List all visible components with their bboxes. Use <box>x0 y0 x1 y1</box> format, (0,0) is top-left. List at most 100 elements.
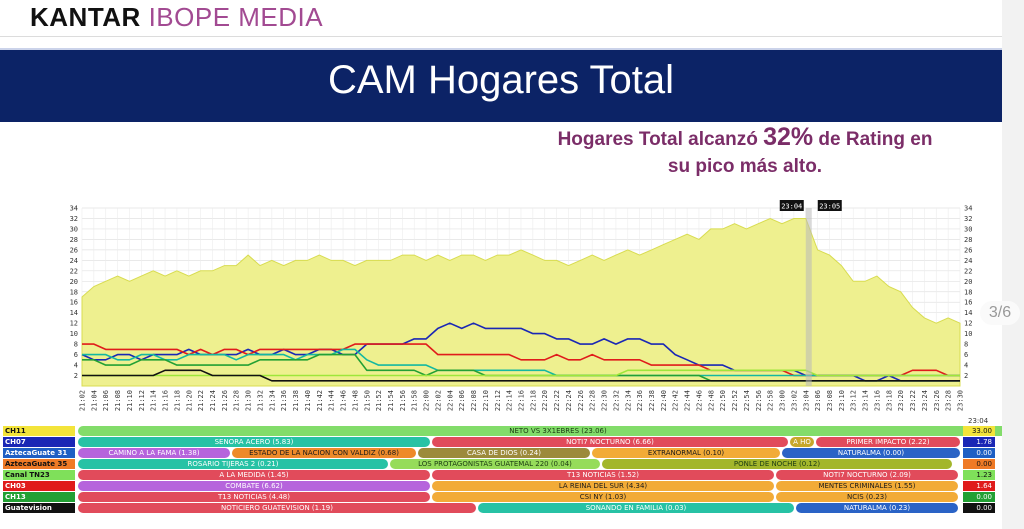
channel-row: AztecaGuate 35 ROSARIO TIJERAS 2 (0.21) LO… <box>0 458 1000 469</box>
program-segment[interactable]: NCIS (0.23) <box>776 492 958 502</box>
program-segment[interactable]: NOTI7 NOCTURNO (2.09) <box>776 470 958 480</box>
channel-row: Canal TN23 A LA MEDIDA (1.45) T13 NOTICIAS… <box>0 469 1000 480</box>
y-tick-left: 14 <box>70 309 78 317</box>
program-segment[interactable]: CSI NY (1.03) <box>432 492 774 502</box>
program-segment[interactable]: NATURALMA (0.00) <box>782 448 960 458</box>
y-tick-left: 6 <box>74 351 78 359</box>
y-tick-left: 34 <box>70 205 78 213</box>
x-tick-label: 21:34 <box>268 390 276 411</box>
x-tick-label: 21:12 <box>138 390 146 411</box>
channel-value: 0.00 <box>963 459 995 469</box>
x-tick-label: 22:16 <box>518 390 526 411</box>
channel-row: CH13 T13 NOTICIAS (4.48) CSI NY (1.03) NCIS… <box>0 491 1000 502</box>
x-tick-label: 22:20 <box>541 390 549 411</box>
x-tick-label: 23:26 <box>933 390 941 411</box>
x-tick-label: 22:24 <box>565 390 573 411</box>
x-tick-label: 23:20 <box>897 390 905 411</box>
program-segment[interactable]: A HO <box>790 437 814 447</box>
program-segment[interactable]: CASA DE DIOS (0.24) <box>418 448 590 458</box>
y-tick-right: 28 <box>964 236 972 244</box>
program-segment[interactable]: LOS PROTAGONISTAS GUATEMAL 220 (0.04) <box>390 459 600 469</box>
x-tick-label: 21:24 <box>209 390 217 411</box>
program-segment[interactable]: COMBATE (6.62) <box>78 481 430 491</box>
channel-value: 1.78 <box>963 437 995 447</box>
program-segment[interactable]: ROSARIO TIJERAS 2 (0.21) <box>78 459 388 469</box>
x-tick-label: 22:36 <box>636 390 644 411</box>
y-tick-left: 28 <box>70 236 78 244</box>
x-tick-label: 22:34 <box>624 390 632 411</box>
program-segment[interactable]: T13 NOTICIAS (4.48) <box>78 492 430 502</box>
y-tick-right: 12 <box>964 320 972 328</box>
y-tick-right: 34 <box>964 205 972 213</box>
area-series <box>81 217 961 387</box>
x-tick-label: 21:32 <box>256 390 264 411</box>
y-tick-right: 18 <box>964 288 972 296</box>
side-panel <box>1002 0 1024 529</box>
program-segment[interactable]: T13 NOTICIAS (1.52) <box>432 470 774 480</box>
x-tick-label: 22:44 <box>684 390 692 411</box>
x-tick-label: 22:56 <box>755 390 763 411</box>
x-tick-label: 21:46 <box>340 390 348 411</box>
program-segment[interactable]: PRIMER IMPACTO (2.22) <box>816 437 960 447</box>
y-tick-left: 12 <box>70 320 78 328</box>
x-tick-label: 21:18 <box>173 390 181 411</box>
y-tick-right: 32 <box>964 215 972 223</box>
x-tick-label: 22:40 <box>660 390 668 411</box>
y-tick-right: 22 <box>964 267 972 275</box>
y-tick-right: 24 <box>964 257 972 265</box>
x-tick-label: 21:42 <box>316 390 324 411</box>
headline: Hogares Total alcanzó 32% de Rating en s… <box>505 124 985 180</box>
x-tick-label: 23:16 <box>873 390 881 411</box>
channel-row: CH07 SENORA ACERO (5.83) NOTI7 NOCTURNO (6… <box>0 436 1000 447</box>
x-tick-label: 22:00 <box>423 390 431 411</box>
x-tick-label: 22:12 <box>494 390 502 411</box>
x-tick-label: 22:04 <box>446 390 454 411</box>
x-tick-label: 21:28 <box>233 390 241 411</box>
program-segment[interactable]: NOTI7 NOCTURNO (6.66) <box>432 437 788 447</box>
x-tick-label: 23:22 <box>909 390 917 411</box>
program-segment[interactable]: MENTES CRIMINALES (1.55) <box>776 481 958 491</box>
channel-label: CH11 <box>3 426 75 436</box>
x-tick-label: 22:28 <box>589 390 597 411</box>
x-tick-label: 21:16 <box>162 390 170 411</box>
program-segment[interactable]: A LA MEDIDA (1.45) <box>78 470 430 480</box>
program-segment[interactable]: NATURALMA (0.23) <box>796 503 958 513</box>
highlight-band <box>805 208 812 386</box>
program-segment[interactable]: LA REINA DEL SUR (4.34) <box>432 481 774 491</box>
program-segment[interactable]: SENORA ACERO (5.83) <box>78 437 430 447</box>
marker-box <box>779 200 804 211</box>
headline-line2: su pico más alto. <box>667 156 823 177</box>
program-segment[interactable]: EXTRANORMAL (0.10) <box>592 448 780 458</box>
x-tick-label: 21:56 <box>399 390 407 411</box>
x-tick-label: 21:36 <box>280 390 288 411</box>
x-tick-label: 22:02 <box>434 390 442 411</box>
y-tick-right: 2 <box>964 372 968 380</box>
program-segment[interactable]: PONLE DE NOCHE (0.12) <box>602 459 952 469</box>
page-indicator[interactable]: 3/6 <box>980 301 1020 325</box>
y-tick-left: 18 <box>70 288 78 296</box>
channel-row: CH03 COMBATE (6.62) LA REINA DEL SUR (4.34… <box>0 480 1000 491</box>
x-tick-label: 22:32 <box>612 390 620 411</box>
program-segment[interactable]: NOTICIERO GUATEVISION (1.19) <box>78 503 476 513</box>
x-tick-label: 22:58 <box>767 390 775 411</box>
x-tick-label: 22:38 <box>648 390 656 411</box>
headline-part1: Hogares Total alcanzó <box>557 129 764 150</box>
channel-value: 1.64 <box>963 481 995 491</box>
y-tick-left: 32 <box>70 215 78 223</box>
x-tick-label: 22:42 <box>672 390 680 411</box>
x-tick-label: 21:04 <box>90 390 98 411</box>
program-segment[interactable]: CAMINO A LA FAMA (1.38) <box>78 448 230 458</box>
y-tick-right: 30 <box>964 225 972 233</box>
x-tick-label: 22:14 <box>506 390 514 411</box>
x-tick-label: 22:46 <box>695 390 703 411</box>
x-tick-label: 21:30 <box>245 390 253 411</box>
program-segment[interactable]: ESTADO DE LA NACION CON VALDIZ (0.68) <box>232 448 416 458</box>
headline-part2: de Rating en <box>813 129 933 150</box>
channel-value: 0.00 <box>963 503 995 513</box>
channel-label: CH13 <box>3 492 75 502</box>
program-segment[interactable]: SONANDO EN FAMILIA (0.03) <box>478 503 794 513</box>
program-segment[interactable]: NETO VS 3X1EBRES (23.06) <box>78 426 1024 436</box>
x-tick-label: 22:50 <box>719 390 727 411</box>
y-tick-left: 2 <box>74 372 78 380</box>
